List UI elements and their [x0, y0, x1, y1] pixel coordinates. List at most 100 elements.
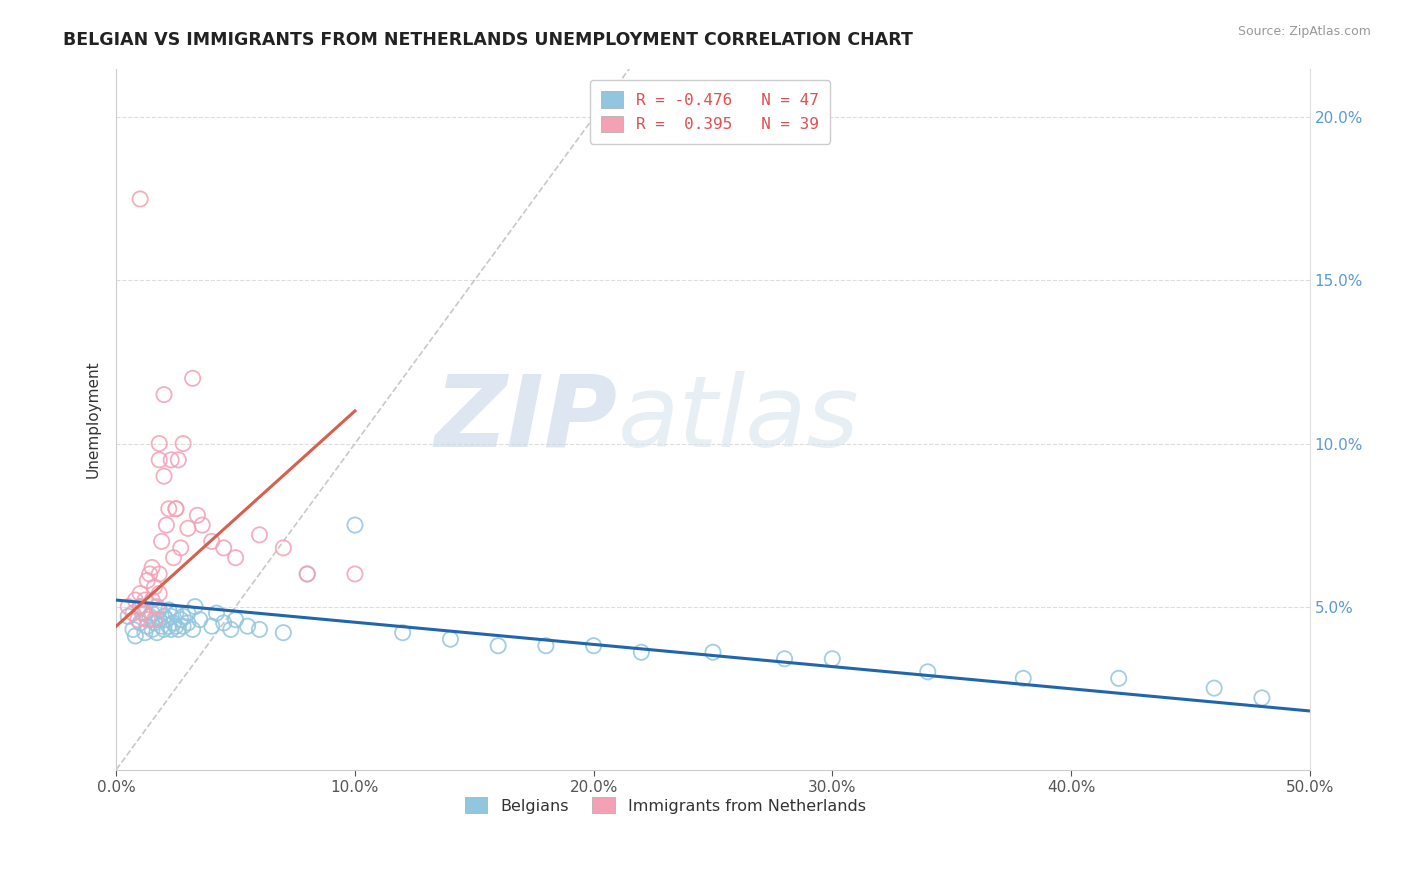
Point [157, 619, 180, 633]
Point [273, 625, 295, 640]
Point [129, 192, 152, 206]
Point [129, 615, 152, 630]
Point [165, 619, 187, 633]
Point [153, 387, 176, 401]
Point [131, 606, 153, 620]
Point [129, 586, 152, 600]
Point [177, 615, 200, 630]
Point [181, 371, 204, 385]
Point [236, 619, 259, 633]
Point [201, 619, 224, 633]
Point [155, 518, 177, 533]
Point [172, 619, 194, 633]
Point [184, 599, 207, 614]
Point [141, 606, 163, 620]
Point [129, 599, 152, 614]
Point [273, 541, 295, 555]
Point [136, 613, 159, 627]
Point [157, 603, 180, 617]
Point [148, 603, 170, 617]
Point [165, 501, 187, 516]
Point [143, 580, 166, 594]
Text: Source: ZipAtlas.com: Source: ZipAtlas.com [1237, 25, 1371, 38]
Point [212, 615, 235, 630]
Point [167, 453, 190, 467]
Point [155, 613, 177, 627]
Point [157, 501, 180, 516]
Point [249, 528, 271, 542]
Point [165, 606, 187, 620]
Point [117, 609, 139, 624]
Point [148, 566, 170, 581]
Point [1204, 681, 1226, 695]
Point [439, 632, 461, 647]
Text: ZIP: ZIP [434, 370, 617, 467]
Point [138, 566, 160, 581]
Point [188, 613, 211, 627]
Point [141, 593, 163, 607]
Point [181, 623, 204, 637]
Point [165, 501, 187, 516]
Point [917, 665, 939, 679]
Point [170, 613, 193, 627]
Text: BELGIAN VS IMMIGRANTS FROM NETHERLANDS UNEMPLOYMENT CORRELATION CHART: BELGIAN VS IMMIGRANTS FROM NETHERLANDS U… [63, 31, 912, 49]
Point [630, 645, 652, 659]
Point [1251, 690, 1274, 705]
Point [127, 613, 149, 627]
Point [134, 625, 156, 640]
Point [148, 613, 170, 627]
Legend: Belgians, Immigrants from Netherlands: Belgians, Immigrants from Netherlands [454, 786, 877, 825]
Point [172, 609, 194, 624]
Point [122, 623, 145, 637]
Point [150, 619, 173, 633]
Text: atlas: atlas [617, 370, 859, 467]
Point [146, 625, 169, 640]
Point [1012, 671, 1035, 685]
Point [225, 613, 247, 627]
Point [191, 518, 214, 533]
Point [134, 606, 156, 620]
Point [136, 619, 159, 633]
Point [143, 615, 166, 630]
Y-axis label: Unemployment: Unemployment [86, 360, 100, 478]
Point [146, 599, 169, 614]
Point [129, 599, 152, 614]
Point [582, 639, 605, 653]
Point [1108, 671, 1130, 685]
Point [141, 560, 163, 574]
Point [153, 469, 176, 483]
Point [150, 534, 173, 549]
Point [343, 566, 366, 581]
Point [138, 609, 160, 624]
Point [160, 453, 183, 467]
Point [162, 550, 184, 565]
Point [297, 566, 319, 581]
Point [148, 586, 170, 600]
Point [148, 453, 170, 467]
Point [153, 623, 176, 637]
Point [343, 518, 366, 533]
Point [148, 436, 170, 450]
Point [249, 623, 271, 637]
Point [201, 534, 224, 549]
Point [136, 574, 159, 588]
Point [167, 623, 190, 637]
Point [225, 550, 247, 565]
Point [170, 541, 193, 555]
Point [486, 639, 509, 653]
Point [124, 593, 146, 607]
Point [186, 508, 208, 523]
Point [391, 625, 413, 640]
Point [534, 639, 557, 653]
Point [160, 609, 183, 624]
Point [297, 566, 319, 581]
Point [143, 613, 166, 627]
Point [702, 645, 724, 659]
Point [160, 623, 183, 637]
Point [141, 623, 163, 637]
Point [219, 623, 242, 637]
Point [177, 521, 200, 535]
Point [153, 609, 176, 624]
Point [205, 606, 228, 620]
Point [177, 606, 200, 620]
